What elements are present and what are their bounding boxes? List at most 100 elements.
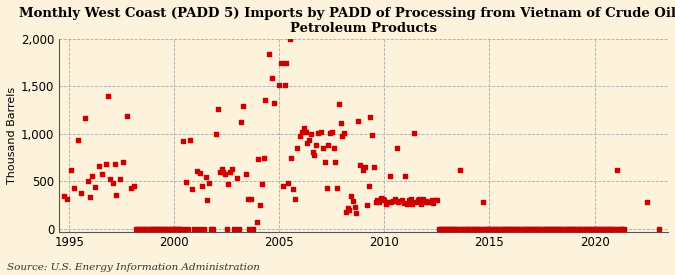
Point — [379, 198, 389, 202]
Point — [362, 203, 373, 207]
Point — [598, 227, 609, 231]
Point — [318, 146, 329, 150]
Point — [192, 169, 202, 173]
Point — [153, 227, 164, 231]
Point — [582, 227, 593, 231]
Point — [333, 102, 344, 107]
Point — [596, 227, 607, 231]
Point — [159, 227, 169, 231]
Point — [73, 137, 84, 142]
Point — [290, 197, 300, 202]
Point — [204, 181, 215, 185]
Point — [167, 227, 178, 231]
Point — [599, 227, 610, 231]
Point — [232, 176, 243, 181]
Point — [178, 139, 188, 144]
Point — [558, 227, 568, 231]
Point — [608, 227, 619, 231]
Point — [483, 227, 493, 231]
Point — [547, 227, 558, 231]
Point — [348, 199, 358, 204]
Point — [304, 137, 315, 142]
Point — [502, 227, 512, 231]
Point — [200, 174, 211, 179]
Point — [516, 227, 526, 231]
Point — [165, 227, 176, 231]
Point — [149, 227, 160, 231]
Point — [456, 227, 467, 231]
Point — [474, 227, 485, 231]
Point — [59, 193, 70, 198]
Point — [339, 131, 350, 135]
Point — [498, 227, 509, 231]
Point — [589, 227, 600, 231]
Point — [554, 227, 565, 231]
Point — [139, 227, 150, 231]
Point — [184, 138, 195, 143]
Point — [296, 130, 307, 134]
Point — [481, 227, 491, 231]
Point — [65, 168, 76, 172]
Point — [528, 227, 539, 231]
Point — [543, 227, 554, 231]
Point — [256, 182, 267, 186]
Point — [593, 227, 603, 231]
Point — [302, 141, 313, 145]
Point — [180, 227, 190, 231]
Point — [384, 174, 395, 178]
Point — [237, 104, 248, 109]
Point — [393, 200, 404, 204]
Point — [148, 227, 159, 231]
Point — [319, 160, 330, 164]
Point — [195, 170, 206, 175]
Point — [258, 155, 269, 160]
Point — [505, 227, 516, 231]
Point — [549, 227, 560, 231]
Point — [514, 227, 524, 231]
Point — [146, 227, 157, 231]
Point — [428, 201, 439, 205]
Point — [125, 186, 136, 190]
Point — [97, 172, 108, 176]
Point — [80, 116, 90, 120]
Point — [500, 227, 510, 231]
Point — [389, 197, 400, 202]
Point — [561, 227, 572, 231]
Point — [466, 227, 477, 231]
Point — [277, 184, 288, 188]
Point — [396, 198, 407, 202]
Point — [496, 227, 507, 231]
Point — [412, 198, 423, 202]
Point — [537, 227, 547, 231]
Point — [284, 37, 295, 41]
Point — [248, 227, 259, 231]
Point — [218, 170, 229, 174]
Text: Source: U.S. Energy Information Administration: Source: U.S. Energy Information Administ… — [7, 263, 260, 272]
Point — [654, 227, 665, 231]
Point — [570, 227, 580, 231]
Point — [344, 208, 354, 212]
Point — [313, 131, 323, 135]
Point — [286, 155, 297, 160]
Point — [468, 227, 479, 231]
Point — [519, 227, 530, 231]
Point — [517, 227, 528, 231]
Point — [115, 177, 126, 182]
Point — [642, 200, 653, 204]
Point — [279, 83, 290, 88]
Point — [591, 227, 601, 231]
Point — [85, 194, 96, 199]
Point — [545, 227, 556, 231]
Point — [69, 186, 80, 190]
Point — [221, 227, 232, 231]
Point — [542, 227, 553, 231]
Point — [533, 227, 544, 231]
Point — [141, 227, 152, 231]
Point — [487, 227, 498, 231]
Point — [407, 202, 418, 206]
Point — [381, 202, 392, 206]
Point — [340, 210, 351, 214]
Point — [477, 200, 488, 204]
Point — [417, 197, 428, 202]
Point — [433, 227, 444, 231]
